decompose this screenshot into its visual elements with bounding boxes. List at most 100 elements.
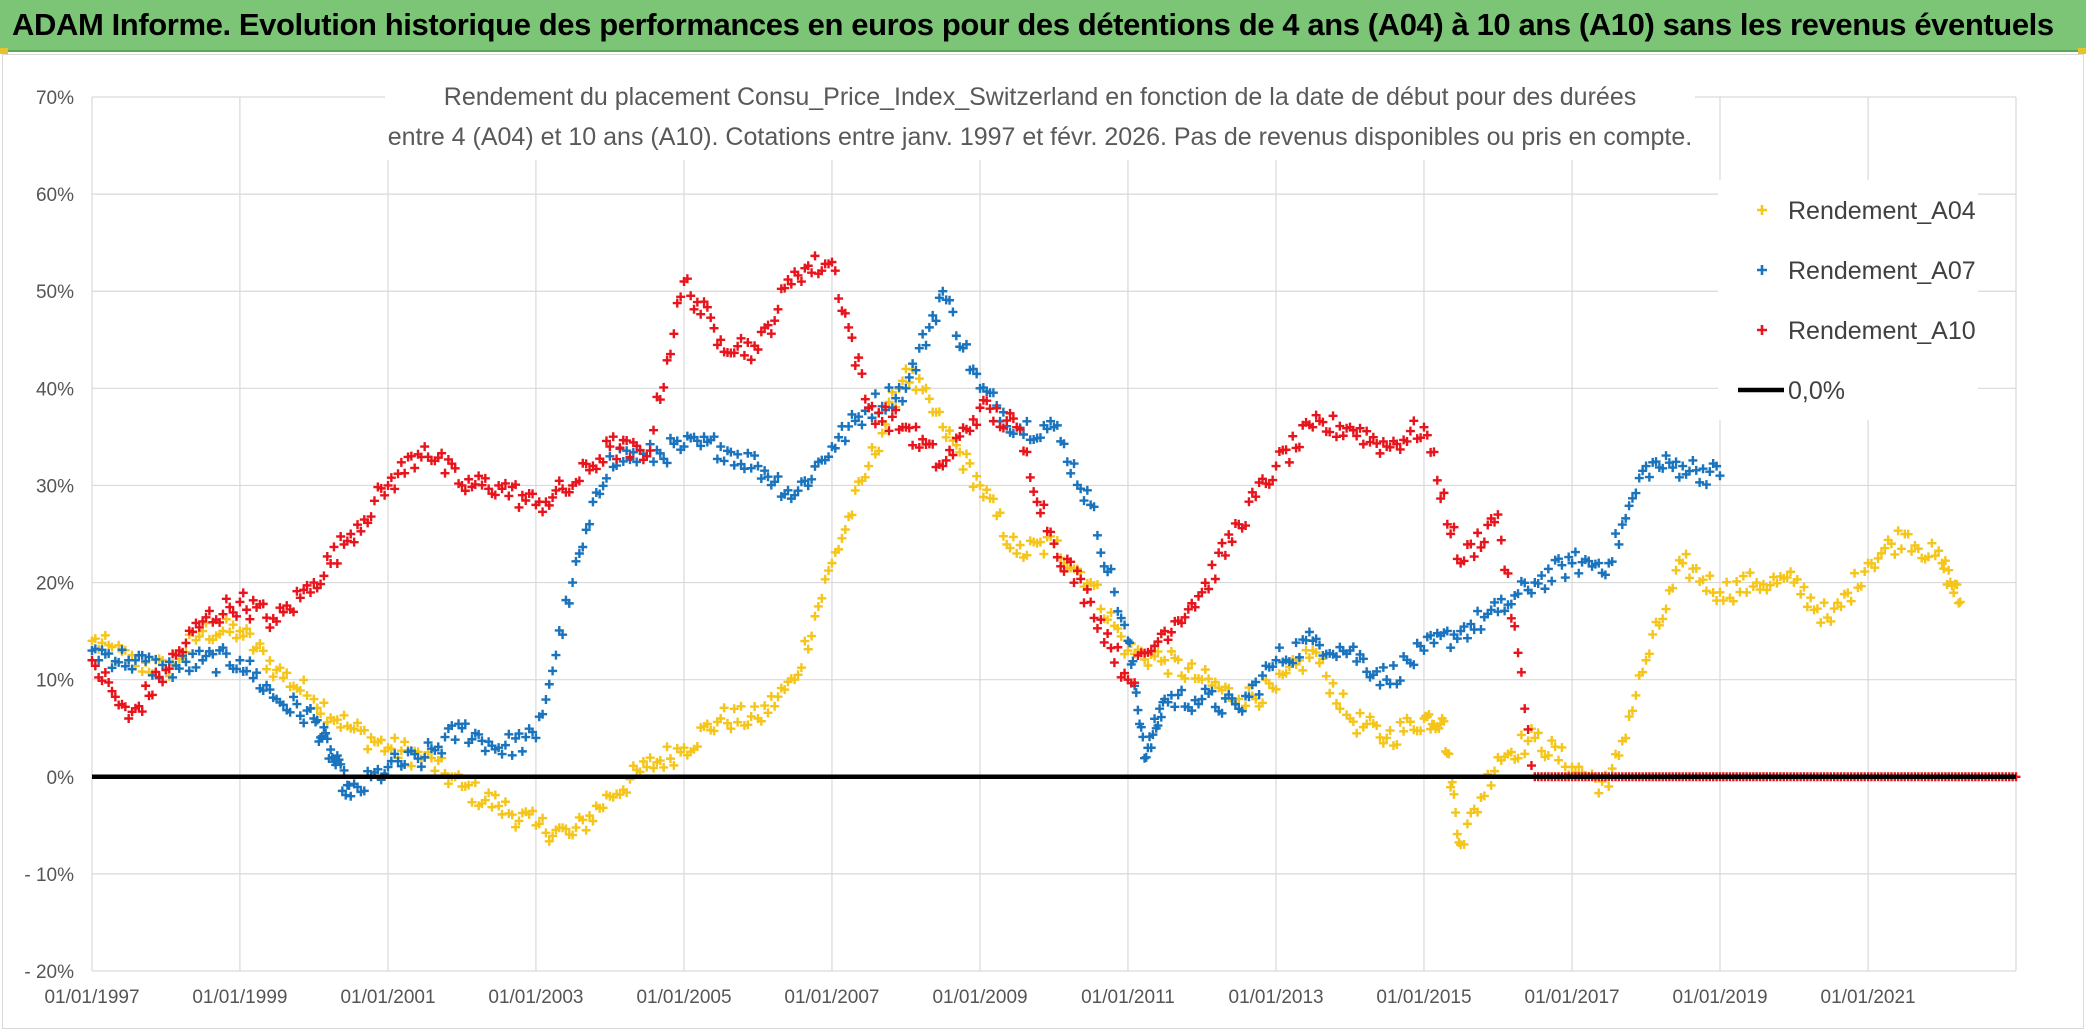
data-point	[1836, 602, 1846, 612]
data-point	[1944, 565, 1954, 575]
data-point	[329, 542, 339, 552]
data-point	[278, 607, 288, 617]
data-point	[1843, 588, 1853, 598]
data-point	[1076, 484, 1086, 494]
data-point	[380, 490, 390, 500]
data-point	[490, 790, 500, 800]
data-point	[174, 664, 184, 674]
data-point	[645, 753, 655, 763]
data-point	[1251, 694, 1261, 704]
data-point	[867, 442, 877, 452]
data-point	[1204, 674, 1214, 684]
data-point	[1177, 685, 1187, 695]
data-point	[1173, 655, 1183, 665]
data-point	[1812, 604, 1822, 614]
data-point	[1557, 560, 1567, 570]
data-point	[127, 664, 137, 674]
data-point	[400, 759, 410, 769]
data-point	[339, 765, 349, 775]
data-point	[295, 686, 305, 696]
data-point	[1533, 578, 1543, 588]
data-point	[1025, 472, 1035, 482]
data-point	[1416, 433, 1426, 443]
data-point	[995, 508, 1005, 518]
data-point	[225, 627, 235, 637]
data-point	[1792, 574, 1802, 584]
data-point	[1294, 442, 1304, 452]
data-point	[1949, 588, 1959, 598]
data-point	[433, 742, 443, 752]
data-point	[1705, 571, 1715, 581]
data-point	[225, 602, 235, 612]
y-tick-label: 10%	[36, 671, 74, 692]
data-point	[800, 636, 810, 646]
data-point	[1506, 747, 1516, 757]
data-point	[1271, 655, 1281, 665]
data-point	[460, 486, 470, 496]
data-point	[319, 698, 329, 708]
data-point	[1426, 630, 1436, 640]
data-point	[665, 433, 675, 443]
data-point	[733, 717, 743, 727]
data-point	[669, 329, 679, 339]
data-point	[1325, 427, 1335, 437]
data-point	[585, 519, 595, 529]
data-point	[141, 681, 151, 691]
data-point	[221, 649, 231, 659]
data-point	[1271, 684, 1281, 694]
data-point	[238, 588, 248, 598]
data-point	[1516, 667, 1526, 677]
data-point	[1496, 594, 1506, 604]
data-point	[1684, 573, 1694, 583]
data-point	[1230, 699, 1240, 709]
legend-marker-a10	[1757, 325, 1767, 335]
data-point	[107, 642, 117, 652]
data-point	[1520, 704, 1530, 714]
data-point	[558, 630, 568, 640]
data-point	[1092, 530, 1102, 540]
data-point	[908, 359, 918, 369]
data-point	[1086, 597, 1096, 607]
data-point	[528, 727, 538, 737]
data-point	[1190, 602, 1200, 612]
data-point	[581, 825, 591, 835]
data-point	[1348, 642, 1358, 652]
data-point	[1444, 749, 1454, 759]
data-point	[295, 711, 305, 721]
data-point	[305, 703, 315, 713]
data-point	[1510, 621, 1520, 631]
data-point	[992, 403, 1002, 413]
data-point	[941, 455, 951, 465]
data-point	[830, 266, 840, 276]
data-point	[1806, 593, 1816, 603]
data-point	[635, 445, 645, 455]
data-point	[1698, 464, 1708, 474]
data-point	[480, 746, 490, 756]
chart-subtitle-line-1: Rendement du placement Consu_Price_Index…	[444, 83, 1636, 111]
data-point	[564, 598, 574, 608]
data-point	[1092, 580, 1102, 590]
data-point	[1452, 634, 1462, 644]
data-point	[353, 718, 363, 728]
data-point	[1688, 455, 1698, 465]
data-point	[1446, 529, 1456, 539]
data-point	[332, 558, 342, 568]
data-point	[484, 484, 494, 494]
data-point	[322, 734, 332, 744]
data-point	[383, 762, 393, 772]
data-point	[1052, 420, 1062, 430]
data-point	[874, 408, 884, 418]
data-point	[1627, 706, 1637, 716]
data-point	[1661, 604, 1671, 614]
data-point	[120, 702, 130, 712]
data-point	[1311, 634, 1321, 644]
data-point	[1624, 501, 1634, 511]
data-point	[847, 510, 857, 520]
data-point	[1405, 426, 1415, 436]
data-point	[1039, 549, 1049, 559]
data-point	[373, 764, 383, 774]
data-point	[1446, 782, 1456, 792]
data-point	[1442, 519, 1452, 529]
data-point	[1860, 567, 1870, 577]
data-point	[359, 725, 369, 735]
